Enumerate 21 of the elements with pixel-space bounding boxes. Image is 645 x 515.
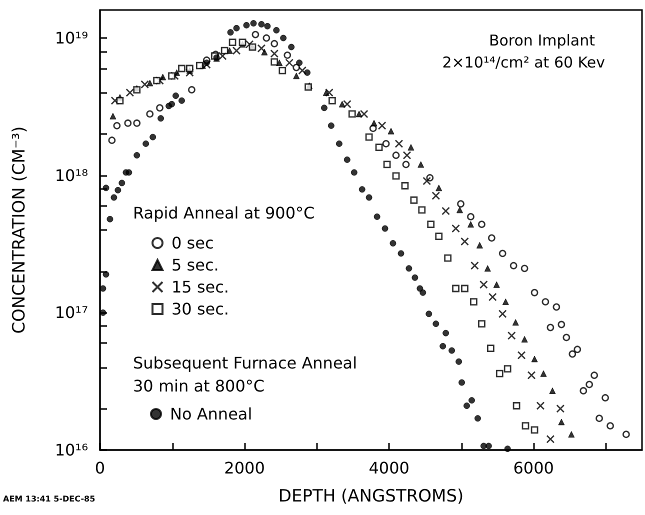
annotation: 30 min at 800°C [133, 376, 265, 396]
annotation: Boron Implant [488, 32, 596, 50]
x-tick-label: 0 [94, 458, 106, 478]
annotation: 2×10¹⁴/cm² at 60 Kev [442, 54, 606, 72]
y-tick-label: 10¹⁸ [54, 166, 88, 185]
x-tick-label: 6000 [513, 458, 554, 478]
legend-label: 15 sec. [172, 278, 230, 296]
x-tick-label: 4000 [368, 458, 410, 478]
legend-label: 30 sec. [172, 300, 230, 318]
text: AEM 13:41 5-DEC-85 [3, 494, 96, 504]
y-axis-title: CONCENTRATION (CM⁻³) [10, 126, 30, 334]
x-axis-title: DEPTH (ANGSTROMS) [278, 486, 464, 506]
x-tick-label: 2000 [224, 458, 265, 478]
legend-label: 0 sec [172, 234, 214, 252]
y-tick-label: 10¹⁷ [54, 303, 88, 322]
legend-label: No Anneal [170, 404, 252, 424]
y-tick-label: 10¹⁶ [54, 440, 88, 460]
y-tick-label: 10¹⁹ [54, 28, 88, 48]
legend-title: Rapid Anneal at 900°C [133, 204, 315, 222]
annotation: Subsequent Furnace Anneal [133, 354, 358, 372]
legend-label: 5 sec. [172, 256, 219, 274]
